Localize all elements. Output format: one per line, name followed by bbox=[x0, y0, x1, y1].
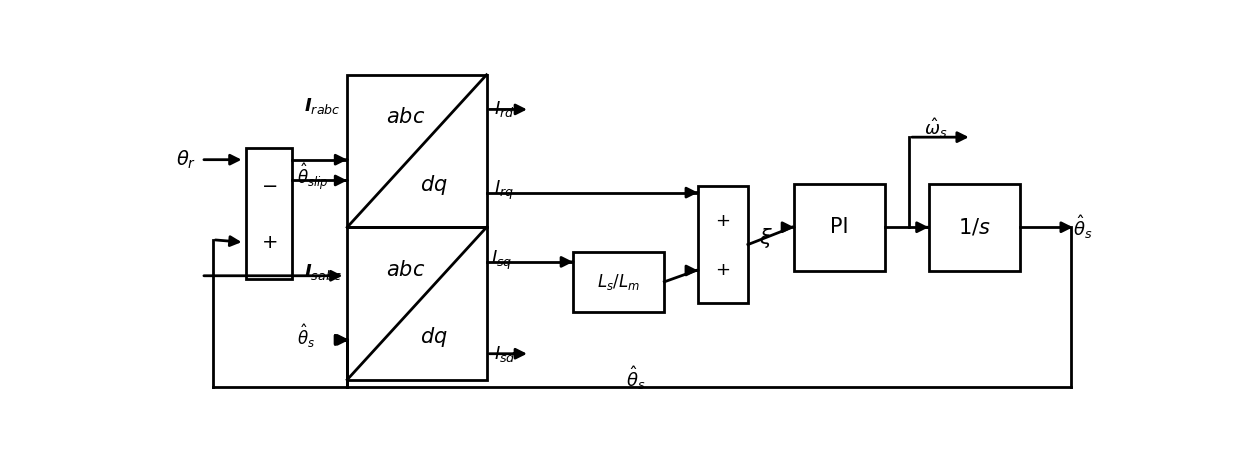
Text: $I_{rd}$: $I_{rd}$ bbox=[495, 99, 515, 119]
Text: $1/s$: $1/s$ bbox=[957, 217, 991, 238]
Text: $\hat{\theta}_s$: $\hat{\theta}_s$ bbox=[298, 323, 315, 350]
Text: $\hat{\omega}_s$: $\hat{\omega}_s$ bbox=[924, 117, 947, 140]
Text: PI: PI bbox=[831, 217, 849, 237]
Text: $I_{sq}$: $I_{sq}$ bbox=[491, 248, 513, 272]
Bar bbox=[247, 148, 293, 279]
Text: $+$: $+$ bbox=[262, 233, 278, 252]
Bar bbox=[698, 186, 748, 303]
Text: $I_{rq}$: $I_{rq}$ bbox=[495, 179, 515, 203]
Text: $+$: $+$ bbox=[715, 261, 730, 279]
Text: $abc$: $abc$ bbox=[386, 260, 425, 280]
Text: $\boldsymbol{I}_{rabc}$: $\boldsymbol{I}_{rabc}$ bbox=[304, 96, 341, 116]
Text: $L_s/L_m$: $L_s/L_m$ bbox=[598, 272, 640, 292]
Text: $-$: $-$ bbox=[262, 175, 278, 194]
Text: $dq$: $dq$ bbox=[419, 172, 448, 197]
Text: $dq$: $dq$ bbox=[419, 325, 448, 349]
Text: $\xi$: $\xi$ bbox=[759, 225, 774, 250]
Bar bbox=[347, 75, 486, 227]
Text: $\hat{\theta}_s$: $\hat{\theta}_s$ bbox=[626, 364, 645, 392]
Text: $\boldsymbol{I}_{sabc}$: $\boldsymbol{I}_{sabc}$ bbox=[304, 262, 342, 282]
Text: $\hat{\theta}_s$: $\hat{\theta}_s$ bbox=[1073, 213, 1092, 241]
Bar bbox=[929, 184, 1019, 270]
Text: $abc$: $abc$ bbox=[386, 108, 425, 127]
Bar bbox=[573, 252, 665, 312]
Text: $\hat{\theta}_{slip}$: $\hat{\theta}_{slip}$ bbox=[298, 162, 329, 193]
Bar bbox=[347, 227, 486, 380]
Bar bbox=[794, 184, 885, 270]
Text: $\theta_r$: $\theta_r$ bbox=[176, 148, 196, 171]
Text: $I_{sd}$: $I_{sd}$ bbox=[495, 344, 516, 364]
Text: $+$: $+$ bbox=[715, 212, 730, 230]
